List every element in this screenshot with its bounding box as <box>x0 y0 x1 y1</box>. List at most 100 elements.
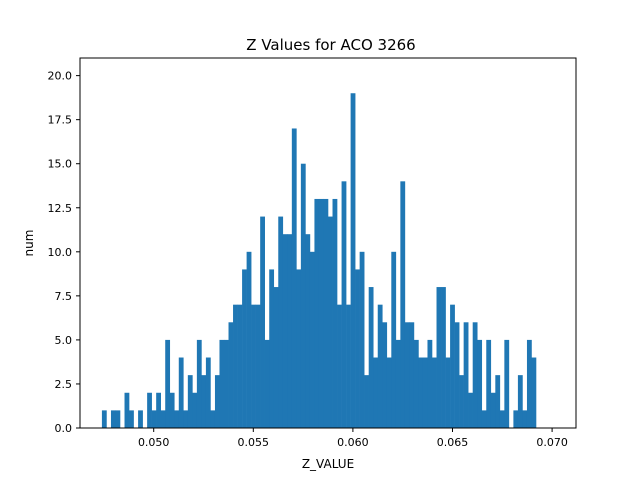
histogram-bar <box>219 339 225 428</box>
histogram-bar <box>355 269 360 428</box>
y-axis-label: num <box>22 230 36 257</box>
histogram-bar <box>386 357 392 428</box>
histogram-bar <box>377 304 383 428</box>
histogram-bar <box>296 269 302 428</box>
histogram-bar <box>404 322 410 428</box>
histogram-bar <box>156 392 161 428</box>
histogram-bar <box>332 198 338 428</box>
histogram-bar <box>400 181 406 428</box>
histogram-bar <box>110 410 116 428</box>
histogram-bar <box>495 375 501 428</box>
histogram-bar <box>337 304 342 428</box>
histogram-bar <box>233 304 238 428</box>
y-tick-label: 0.0 <box>55 422 73 435</box>
histogram-bar <box>278 216 284 428</box>
histogram-bar <box>228 322 234 428</box>
histogram-bar <box>287 234 293 428</box>
histogram-bar <box>129 410 134 428</box>
histogram-bar <box>486 339 492 428</box>
histogram-bar <box>341 181 347 428</box>
histogram-bar <box>359 251 365 428</box>
histogram-bar <box>300 163 306 428</box>
histogram-bar <box>432 357 437 428</box>
histogram-bar <box>165 339 171 428</box>
plot-frame <box>79 57 577 429</box>
histogram-bar <box>450 304 455 428</box>
histogram-bar <box>138 410 143 428</box>
histogram-bar <box>323 198 329 428</box>
histogram-bar <box>413 339 419 428</box>
histogram-bar <box>242 269 247 428</box>
histogram-bar <box>328 216 333 428</box>
histogram-bar <box>441 287 446 428</box>
histogram-bar <box>490 392 496 428</box>
histogram-bar <box>504 339 510 428</box>
y-tick-label: 17.5 <box>48 114 73 127</box>
histogram-bar <box>115 410 121 428</box>
histogram-bar <box>237 304 243 428</box>
y-tick-label: 5.0 <box>55 334 73 347</box>
histogram-bar <box>364 375 369 428</box>
histogram-bar <box>318 198 324 428</box>
histogram-bar <box>382 322 388 428</box>
histogram-bar <box>314 198 320 428</box>
histogram-bar <box>269 269 275 428</box>
histogram-bar <box>472 322 478 428</box>
histogram-bar <box>273 287 279 428</box>
histogram-bar <box>169 392 175 428</box>
histogram-bar <box>427 339 433 428</box>
y-tick-label: 7.5 <box>55 290 73 303</box>
histogram-bar <box>422 357 428 428</box>
histogram-bar <box>192 392 198 428</box>
histogram-bar <box>436 287 442 428</box>
histogram-bar <box>454 322 460 428</box>
histogram-bar <box>187 375 193 428</box>
histogram-bar <box>350 93 356 429</box>
x-tick-label: 0.070 <box>536 436 568 449</box>
histogram-bar <box>517 375 523 428</box>
histogram-bar <box>463 322 469 428</box>
histogram-bar <box>282 234 288 428</box>
histogram-bar <box>201 375 207 428</box>
histogram-bar <box>160 410 166 428</box>
histogram-bar <box>210 410 216 428</box>
x-tick-label: 0.050 <box>138 436 170 449</box>
histogram-bar <box>291 128 297 429</box>
x-axis-label: Z_VALUE <box>302 457 354 471</box>
y-tick-label: 10.0 <box>48 246 73 259</box>
histogram-bar <box>183 410 189 428</box>
histogram-bar <box>124 392 130 428</box>
histogram-bar <box>499 410 505 428</box>
histogram-bar <box>147 392 152 428</box>
y-tick-label: 2.5 <box>55 378 73 391</box>
histogram-bar <box>305 234 311 428</box>
x-tick-label: 0.060 <box>337 436 369 449</box>
histogram-bar <box>251 304 256 428</box>
histogram-bar <box>224 339 229 428</box>
histogram-bar <box>368 287 374 428</box>
histogram-bar <box>196 339 202 428</box>
x-tick-label: 0.055 <box>238 436 270 449</box>
x-axis-ticks: 0.050 0.055 0.060 0.065 0.070 <box>138 428 568 449</box>
histogram-bar <box>178 357 184 428</box>
histogram-bar <box>468 392 473 428</box>
histogram-bar <box>409 322 415 428</box>
histogram-bar <box>395 339 401 428</box>
y-axis-ticks: 0.0 2.5 5.0 7.5 10.0 12.5 15.0 17.5 20.0 <box>48 70 80 435</box>
histogram-bar <box>205 357 211 428</box>
histogram-bar <box>481 410 487 428</box>
histogram-bar <box>309 251 315 428</box>
y-tick-label: 12.5 <box>48 202 73 215</box>
histogram-bar <box>373 357 379 428</box>
histogram-bar <box>214 375 220 428</box>
histogram-bar <box>445 357 451 428</box>
histogram-bar <box>151 410 157 428</box>
histogram-bar <box>101 410 107 428</box>
chart-title: Z Values for ACO 3266 <box>246 36 415 54</box>
y-tick-label: 15.0 <box>48 158 73 171</box>
histogram-bar <box>459 375 464 428</box>
histogram-bar <box>522 410 528 428</box>
x-tick-label: 0.065 <box>437 436 469 449</box>
y-tick-label: 20.0 <box>48 70 73 83</box>
